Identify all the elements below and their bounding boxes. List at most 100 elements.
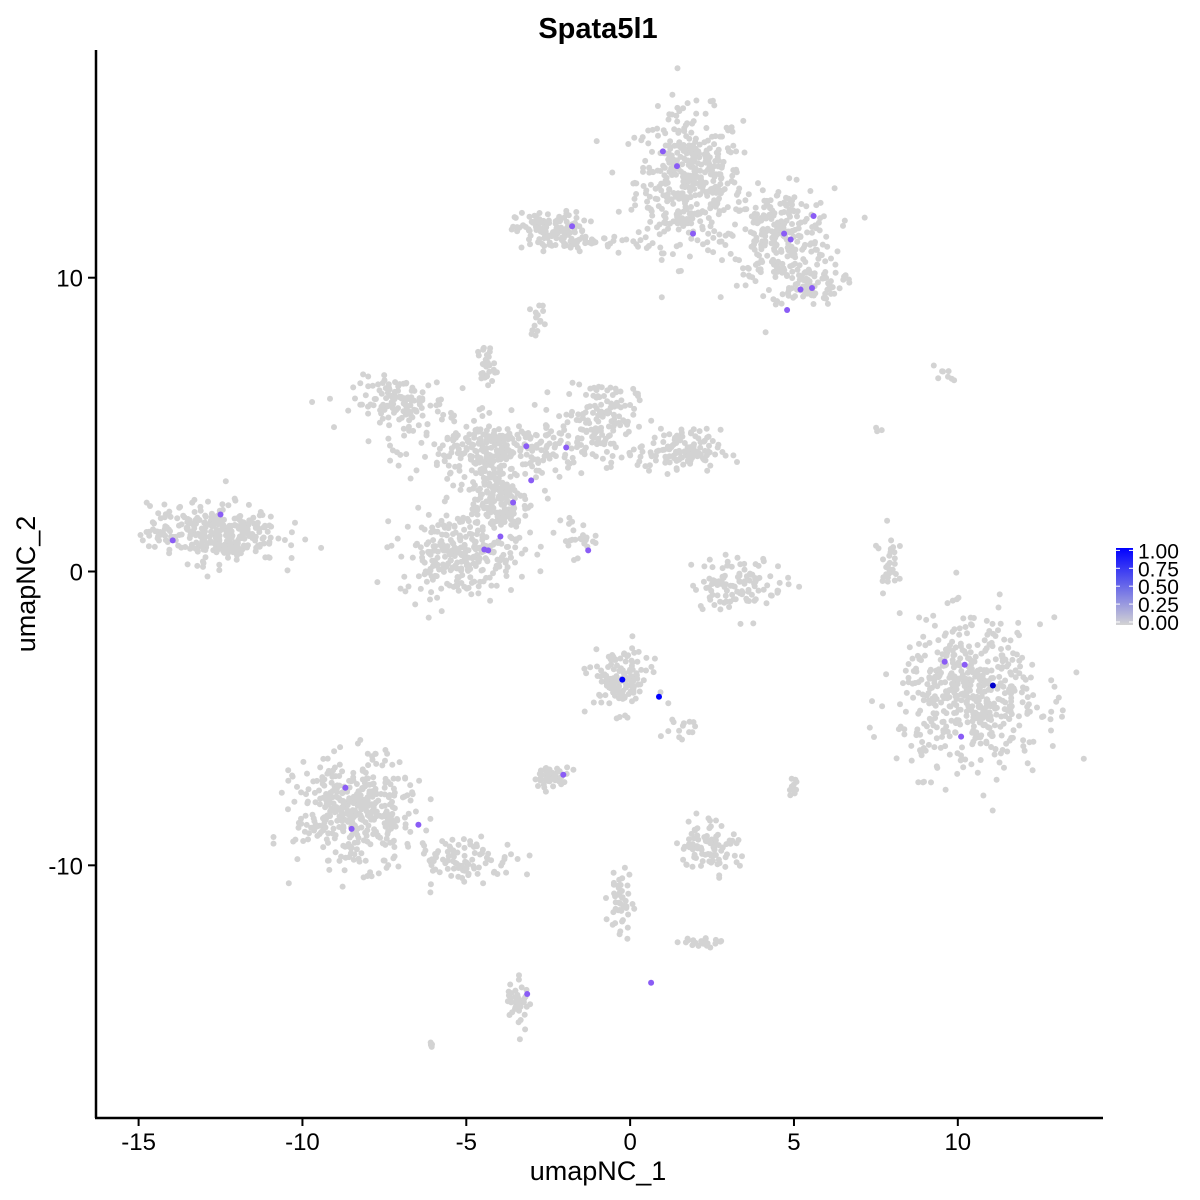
cell-point	[535, 239, 542, 246]
cell-point	[879, 703, 886, 710]
cell-point	[636, 423, 642, 430]
cell-point	[612, 920, 619, 927]
cell-point	[366, 790, 373, 797]
cell-point	[688, 235, 695, 242]
cell-point	[438, 416, 445, 423]
cell-point	[731, 852, 738, 859]
cell-point	[789, 227, 796, 234]
cell-point	[219, 501, 226, 508]
cell-point	[152, 528, 159, 535]
cell-point	[939, 733, 945, 740]
cell-point	[161, 514, 168, 521]
cell-point	[490, 869, 497, 876]
cell-point	[624, 924, 631, 931]
cell-point	[595, 383, 602, 390]
cell-point	[723, 598, 730, 605]
cell-point	[717, 606, 724, 613]
cell-point	[750, 620, 757, 627]
cell-point	[1001, 764, 1007, 771]
cell-point	[379, 762, 386, 769]
cell-point	[935, 637, 942, 644]
cell-point	[692, 433, 699, 440]
cell-point	[630, 689, 637, 696]
cell-point	[390, 785, 397, 792]
cell-point	[762, 215, 769, 221]
cell-point	[461, 852, 468, 859]
cell-point	[1053, 698, 1060, 705]
cell-point	[968, 662, 974, 668]
cell-point	[722, 242, 729, 248]
cell-point	[606, 700, 613, 707]
cell-point	[167, 513, 174, 520]
cell-point	[707, 462, 714, 469]
cell-point	[385, 828, 392, 835]
cell-point	[264, 528, 271, 535]
cell-point	[184, 561, 191, 568]
cell-point	[728, 124, 735, 131]
cell-point	[621, 651, 627, 658]
cell-point	[404, 394, 411, 401]
cell-point	[300, 838, 307, 844]
cell-point	[984, 669, 990, 675]
cell-point	[382, 757, 388, 764]
cell-point	[705, 247, 711, 254]
cell-point	[285, 806, 291, 813]
cell-point	[933, 735, 940, 742]
cell-point	[944, 600, 951, 607]
cell-point	[561, 454, 568, 461]
cell-point	[503, 493, 510, 500]
cell-point	[682, 173, 689, 179]
cell-point	[983, 700, 990, 707]
cell-point	[403, 451, 410, 458]
cell-point	[962, 650, 969, 657]
cell-point	[511, 214, 518, 221]
cell-point	[610, 869, 617, 876]
cell-point	[590, 409, 596, 416]
cell-point	[683, 861, 690, 868]
cell-point	[541, 243, 548, 249]
cell-point	[472, 563, 479, 569]
cell-point	[961, 692, 968, 699]
cell-point	[415, 573, 422, 580]
cell-point	[932, 715, 939, 721]
cell-point	[786, 175, 793, 182]
cell-point	[461, 550, 468, 557]
cell-point	[689, 863, 696, 870]
cell-point	[178, 544, 185, 551]
cell-point	[928, 779, 934, 786]
cell-point	[1048, 708, 1055, 715]
expressing-cell-point	[415, 821, 422, 828]
cell-point	[1049, 743, 1056, 749]
colorbar	[1116, 548, 1133, 625]
cell-point	[704, 467, 711, 474]
cell-point	[436, 445, 443, 452]
cell-point	[188, 544, 195, 551]
cell-point	[649, 148, 655, 155]
cell-point	[448, 409, 454, 416]
cell-point	[503, 557, 510, 564]
cell-point	[767, 573, 774, 580]
cell-point	[789, 268, 796, 275]
cell-point	[610, 666, 617, 673]
cell-point	[703, 833, 710, 839]
cell-point	[629, 901, 636, 907]
cell-point	[845, 276, 852, 283]
cell-point	[939, 651, 946, 658]
cell-point	[521, 1011, 528, 1018]
cell-point	[942, 679, 949, 686]
cell-point	[983, 617, 990, 624]
cell-point	[459, 441, 466, 448]
cell-point	[512, 544, 519, 551]
cell-point	[675, 226, 682, 233]
expressing-cell-point	[659, 148, 666, 155]
cell-point	[891, 555, 898, 562]
cell-point	[631, 905, 638, 912]
cell-point	[529, 219, 536, 226]
cell-point	[457, 450, 464, 457]
cell-point	[365, 383, 372, 390]
cell-point	[741, 149, 748, 156]
cell-point	[957, 757, 964, 764]
expressing-cell-point	[781, 230, 788, 237]
cell-point	[717, 294, 724, 301]
cell-point	[498, 517, 505, 524]
